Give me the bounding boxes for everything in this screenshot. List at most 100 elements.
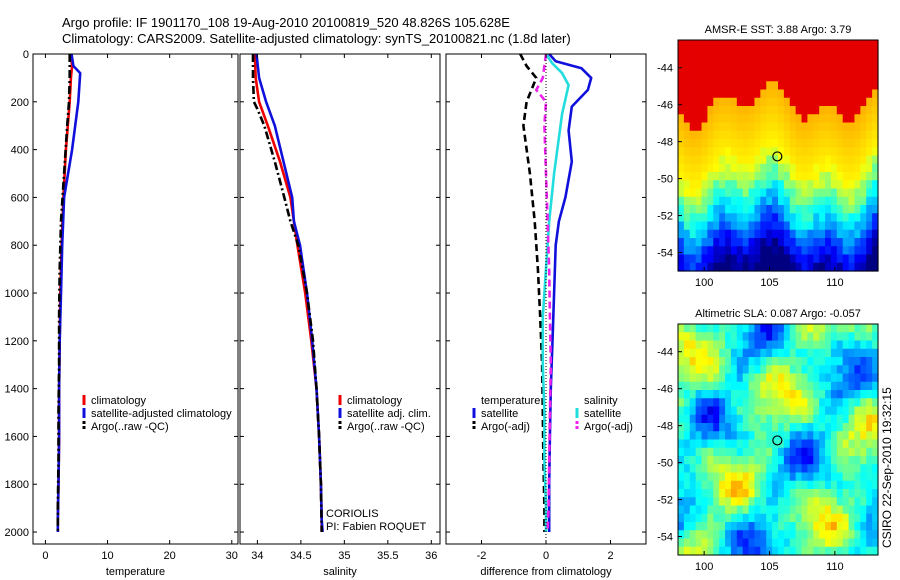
heatmap-cell — [760, 180, 767, 190]
heatmap-cell — [695, 205, 703, 214]
heatmap-cell — [683, 406, 691, 416]
heatmap-cell — [754, 398, 761, 408]
heatmap-cell — [772, 139, 779, 148]
heatmap-cell — [689, 332, 697, 342]
heatmap-cell — [783, 398, 791, 408]
heatmap-cell — [683, 381, 691, 391]
heatmap-cell — [725, 390, 732, 399]
heatmap-cell — [813, 106, 820, 115]
heatmap-cell — [795, 489, 803, 498]
heatmap-cell — [854, 81, 861, 91]
heatmap-cell — [707, 464, 714, 474]
heatmap-cell — [719, 464, 726, 474]
heatmap-cell — [848, 472, 856, 482]
heatmap-cell — [748, 114, 756, 124]
heatmap-cell — [795, 73, 803, 82]
heatmap-cell — [713, 89, 720, 99]
heatmap-cell — [707, 130, 714, 140]
heatmap-cell — [795, 188, 803, 198]
heatmap-cell — [848, 406, 856, 416]
heatmap-cell — [730, 348, 738, 358]
heatmap-cell — [707, 188, 714, 198]
heatmap-cell — [783, 332, 791, 342]
heatmap-cell — [783, 172, 791, 181]
heatmap-cell — [730, 196, 738, 206]
heatmap-cell — [860, 180, 867, 190]
heatmap-cell — [813, 246, 820, 256]
heatmap-cell — [707, 229, 714, 239]
heatmap-cell — [678, 246, 685, 256]
heatmap-cell — [754, 97, 761, 107]
heatmap-cell — [678, 40, 685, 49]
heatmap-cell — [807, 447, 814, 457]
heatmap-cell — [678, 472, 685, 482]
heatmap-cell — [766, 456, 773, 465]
heatmap-cell — [689, 357, 697, 366]
heatmap-cell — [695, 439, 703, 449]
heatmap-cell — [789, 357, 797, 366]
heatmap-cell — [678, 106, 685, 115]
heatmap-cell — [754, 229, 761, 239]
heatmap-cell — [783, 456, 791, 465]
heatmap-cell — [719, 246, 726, 256]
heatmap-cell — [860, 390, 867, 399]
heatmap-cell — [778, 172, 785, 181]
heatmap-cell — [678, 365, 685, 375]
heatmap-cell — [830, 122, 838, 132]
heatmap-cell — [872, 114, 879, 124]
heatmap-cell — [736, 414, 744, 424]
heatmap-cell — [742, 332, 750, 342]
legend-label: satellite — [584, 408, 621, 420]
heatmap-cell — [872, 324, 879, 333]
heatmap-cell — [819, 122, 826, 132]
heatmap-cell — [872, 213, 879, 223]
header-line-2: Climatology: CARS2009. Satellite-adjuste… — [62, 31, 571, 46]
heatmap-cell — [719, 196, 726, 206]
heatmap-cell — [730, 81, 738, 91]
heatmap-cell — [795, 497, 803, 507]
heatmap-cell — [783, 439, 791, 449]
heatmap-cell — [825, 489, 832, 498]
heatmap-cell — [860, 414, 867, 424]
heatmap-cell — [760, 262, 767, 272]
heatmap-cell — [789, 180, 797, 190]
heatmap-cell — [860, 373, 867, 383]
heatmap-cell — [783, 97, 791, 107]
heatmap-cell — [819, 73, 826, 82]
heatmap-cell — [848, 365, 856, 375]
heatmap-cell — [801, 81, 809, 91]
heatmap-cell — [736, 538, 744, 548]
heatmap-cell — [813, 439, 820, 449]
heatmap-cell — [854, 340, 861, 350]
heatmap-cell — [860, 340, 867, 350]
heatmap-cell — [719, 530, 726, 540]
heatmap-cell — [766, 406, 773, 416]
heatmap-cell — [678, 196, 685, 206]
heatmap-cell — [754, 56, 761, 66]
heatmap-cell — [683, 414, 691, 424]
heatmap-cell — [736, 373, 744, 383]
heatmap-cell — [795, 480, 803, 490]
heatmap-cell — [736, 48, 744, 58]
heatmap-cell — [730, 480, 738, 490]
heatmap-cell — [742, 172, 750, 181]
heatmap-cell — [754, 431, 761, 441]
heatmap-cell — [848, 81, 856, 91]
heatmap-cell — [801, 480, 809, 490]
heatmap-cell — [836, 546, 844, 556]
heatmap-cell — [778, 431, 785, 441]
heatmap-cell — [778, 246, 785, 256]
heatmap-cell — [801, 456, 809, 465]
heatmap-cell — [848, 122, 856, 132]
heatmap-cell — [778, 390, 785, 399]
heatmap-cell — [736, 221, 744, 231]
heatmap-cell — [783, 188, 791, 198]
heatmap-cell — [860, 106, 867, 115]
heatmap-cell — [778, 513, 785, 523]
heatmap-cell — [730, 155, 738, 165]
heatmap-cell — [795, 130, 803, 140]
heatmap-cell — [713, 155, 720, 165]
heatmap-cell — [807, 357, 814, 366]
heatmap-cell — [842, 56, 850, 66]
heatmap-cell — [772, 332, 779, 342]
